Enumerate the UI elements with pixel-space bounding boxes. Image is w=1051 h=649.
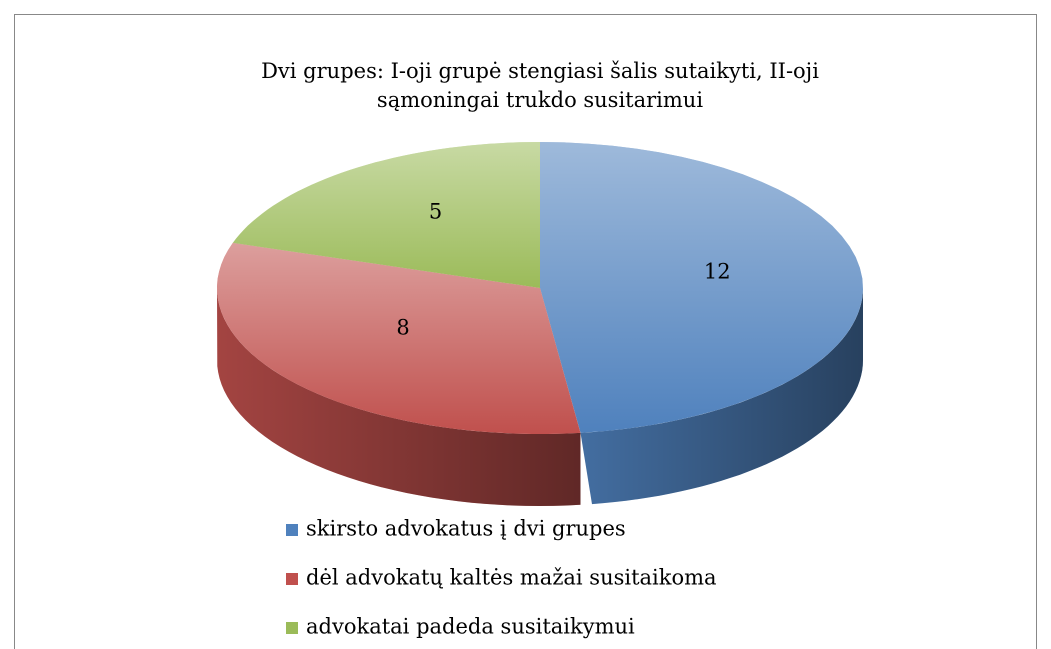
pie-side [580,288,863,505]
legend-swatch [286,524,298,536]
pie-side-shade [217,288,581,506]
pie-slice [540,142,863,433]
legend-label: dėl advokatų kaltės mažai susitaikoma [306,566,717,590]
pie-slice [217,242,581,434]
chart-title: sąmoningai trukdo susitarimui [377,88,703,112]
pie-slice [232,142,540,288]
data-label: 8 [396,316,409,340]
pie-slice-shine [217,242,581,434]
chart-title: Dvi grupes: I-oji grupė stengiasi šalis … [261,59,819,83]
legend-swatch [286,573,298,585]
pie-slice-shine [540,142,863,433]
legend-swatch [286,622,298,634]
data-label: 5 [429,200,442,224]
data-label: 12 [704,259,731,283]
legend-label: skirsto advokatus į dvi grupes [306,517,626,541]
pie-slice-shine [232,142,540,288]
pie-side-shade [580,288,863,505]
legend-label: advokatai padeda susitaikymui [306,615,635,639]
pie-side [217,288,581,506]
